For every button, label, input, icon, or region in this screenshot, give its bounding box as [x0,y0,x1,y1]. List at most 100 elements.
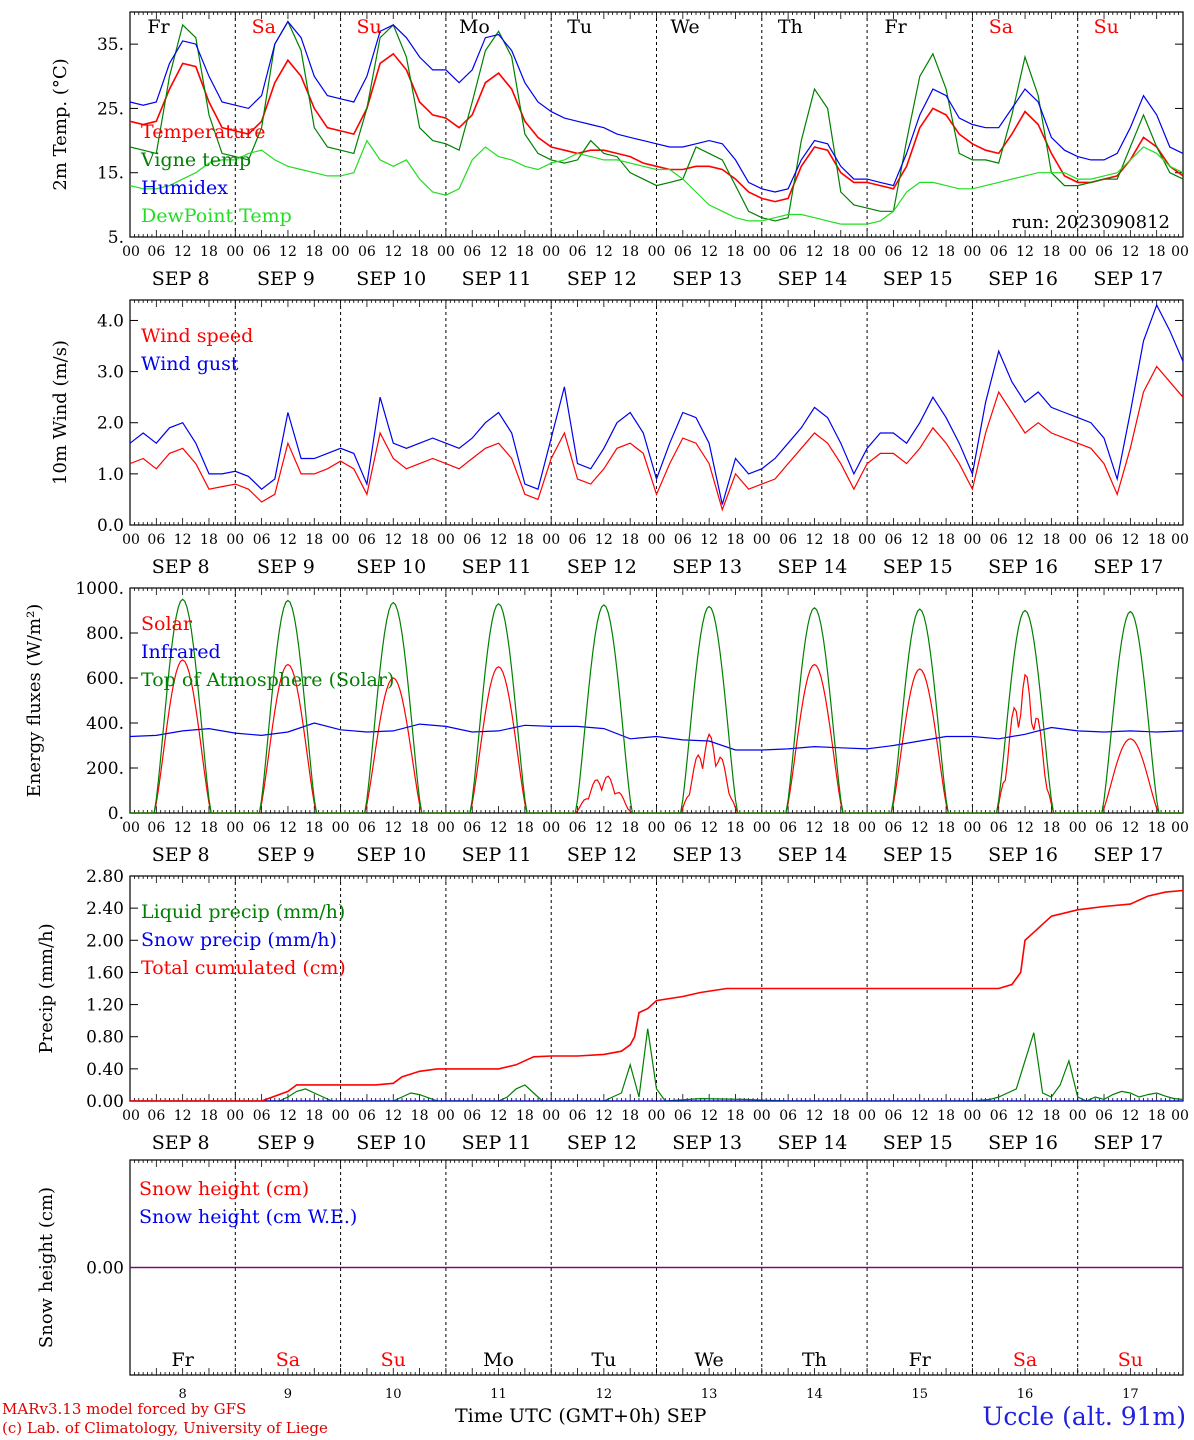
hour-label: 12 [174,1108,192,1124]
hour-label: 00 [648,1108,666,1124]
hour-label: 00 [858,1108,876,1124]
series-line [130,20,1183,193]
date-label: SEP 17 [1093,556,1163,578]
weekday-label: Sa [1013,1349,1037,1371]
hour-label: 06 [358,820,376,836]
legend-entry: Top of Atmosphere (Solar) [141,669,394,691]
hour-label: 18 [727,532,745,548]
hour-label: 00 [753,532,771,548]
panel-2: 0. 200. 400. 600. 800. 1000. Energy fluxes (W/… [24,579,1189,866]
date-label: SEP 13 [672,1132,742,1154]
hour-label: 18 [516,820,534,836]
hour-label: 06 [674,1108,692,1124]
series-line [761,663,868,813]
hour-label: 18 [621,244,639,260]
plot-frame [129,587,1184,814]
lab-credit: (c) Lab. of Climatology, University of L… [2,1419,328,1437]
date-label: SEP 14 [778,1132,848,1154]
date-label: SEP 9 [257,1132,315,1154]
hour-label: 06 [1095,244,1113,260]
series-line [130,1028,1183,1101]
y-tick-label: 3.0 [97,363,124,383]
hour-label: 12 [1121,820,1139,836]
hour-label: 00 [648,244,666,260]
hour-label: 18 [1042,820,1060,836]
legend-entry: Vigne temp [140,149,251,171]
hour-label: 00 [1171,532,1189,548]
date-label: SEP 9 [257,844,315,866]
hour-label: 06 [990,820,1008,836]
hour-label: 00 [753,1108,771,1124]
date-label: SEP 15 [883,556,953,578]
legend-entry: Snow height (cm) [139,1178,309,1200]
hour-label: 12 [279,820,297,836]
date-label: SEP 13 [672,844,742,866]
legend-entry: Solar [141,613,193,635]
hour-label: 00 [332,1108,350,1124]
day-number: 17 [1122,1387,1139,1402]
hour-label: 18 [832,1108,850,1124]
date-label: SEP 12 [567,1132,637,1154]
hour-label: 12 [806,532,824,548]
panel-0: 5. 15. 25. 35. 2m Temp. (°C) Fr Sa Su Mo Tu We Th Fr… [50,11,1189,290]
model-credit: MARv3.13 model forced by GFS [2,1400,247,1418]
y-axis-label: 10m Wind (m/s) [50,340,71,485]
hour-label: 06 [779,1108,797,1124]
date-label: SEP 10 [356,844,426,866]
hour-label: 00 [858,532,876,548]
y-tick-label: 0.80 [86,1028,124,1048]
series-line [130,20,1183,222]
hour-label: 12 [1016,244,1034,260]
legend-entry: Wind gust [141,353,239,375]
hour-label: 12 [595,244,613,260]
date-label: SEP 16 [988,556,1058,578]
series-line [761,606,868,813]
hour-label: 18 [516,244,534,260]
y-tick-label: 2.00 [86,931,124,951]
hour-label: 06 [463,244,481,260]
date-label: SEP 9 [257,268,315,290]
hour-label: 18 [832,244,850,260]
time-axis-label: Time UTC (GMT+0h) SEP [455,1405,707,1427]
date-label: SEP 12 [567,268,637,290]
hour-label: 12 [700,532,718,548]
day-number: 16 [1017,1387,1034,1402]
hour-label: 12 [384,820,402,836]
y-tick-label: 0.00 [86,1092,124,1112]
series-group [130,303,1183,512]
hour-label: 06 [1095,532,1113,548]
series-line [551,775,657,813]
y-tick-label: 35. [97,35,124,55]
y-tick-label: 2.40 [86,899,124,919]
hour-label: 18 [200,820,218,836]
hour-label: 18 [411,820,429,836]
legend-entry: Humidex [141,177,228,199]
series-line [130,659,236,813]
hour-label: 00 [963,820,981,836]
hour-label: 12 [700,1108,718,1124]
hour-label: 12 [279,244,297,260]
y-tick-label: 1000. [75,579,124,599]
hour-label: 18 [621,532,639,548]
hour-label: 06 [885,532,903,548]
hour-label: 06 [463,820,481,836]
hour-label: 00 [542,820,560,836]
hour-label: 00 [437,1108,455,1124]
series-line [445,602,552,813]
hour-label: 06 [674,820,692,836]
hour-label: 00 [963,532,981,548]
hour-label: 00 [858,244,876,260]
hour-label: 00 [753,820,771,836]
hour-label: 12 [384,1108,402,1124]
series-line [235,663,341,813]
hour-label: 06 [885,244,903,260]
hour-label: 18 [937,820,955,836]
hour-label: 12 [806,1108,824,1124]
station-label: Uccle (alt. 91m) [982,1402,1186,1431]
date-label: SEP 14 [778,268,848,290]
date-label: SEP 8 [152,844,210,866]
hour-label: 12 [1016,532,1034,548]
date-label: SEP 11 [462,556,532,578]
series-group [130,889,1183,1101]
hour-label: 18 [305,244,323,260]
